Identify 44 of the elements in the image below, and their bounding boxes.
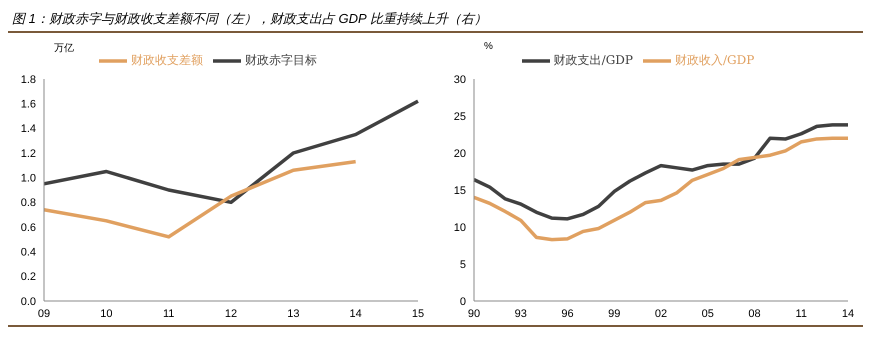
legend-label: 财政收支差额 (131, 53, 203, 68)
y-tick-label: 1.4 (20, 123, 36, 136)
x-tick-label: 99 (608, 308, 620, 320)
y-tick-label: 1.2 (20, 148, 36, 160)
line-series (472, 136, 850, 242)
y-tick-label: 25 (454, 110, 466, 123)
x-tick-label: 14 (350, 308, 362, 320)
legend-label: 财政支出/GDP (554, 53, 633, 68)
y-tick-label: 0.4 (20, 246, 36, 259)
line-series (472, 123, 850, 221)
y-tick-label: 0.0 (20, 296, 36, 308)
y-tick-label: 0 (460, 296, 466, 308)
y-axis-title: 万亿 (54, 42, 74, 55)
x-tick-label: 11 (162, 308, 174, 320)
y-tick-label: 0.6 (20, 222, 36, 234)
y-tick-label: 1.0 (20, 172, 36, 185)
y-tick-label: 15 (454, 184, 466, 197)
x-tick-label: 15 (412, 308, 424, 320)
x-tick-label: 02 (654, 308, 668, 320)
y-tick-label: 1.8 (20, 74, 36, 86)
y-tick-label: 0.2 (20, 271, 36, 284)
y-tick-label: 5 (460, 258, 466, 271)
x-tick-label: 13 (287, 308, 300, 320)
x-tick-label: 12 (224, 308, 238, 320)
line-series (42, 99, 420, 204)
y-tick-label: 1.6 (20, 98, 36, 111)
line-series (42, 160, 358, 239)
x-tick-label: 96 (561, 308, 574, 320)
chart-title: 图 1：财政赤字与财政收支差额不同（左），财政支出占 GDP 比重持续上升（右） (8, 8, 863, 33)
y-tick-label: 10 (454, 222, 466, 234)
x-tick-label: 10 (100, 308, 112, 320)
y-tick-label: 30 (454, 74, 466, 86)
x-tick-label: 11 (796, 308, 807, 320)
x-tick-label: 08 (748, 308, 761, 320)
legend-label: 财政收入/GDP (675, 53, 754, 68)
x-tick-label: 90 (468, 308, 480, 320)
legend-label: 财政赤字目标 (245, 53, 317, 68)
x-tick-label: 05 (702, 308, 714, 320)
x-tick-label: 14 (842, 308, 854, 320)
x-tick-label: 93 (514, 308, 527, 320)
y-axis-title: % (484, 41, 493, 52)
x-tick-label: 09 (38, 308, 50, 320)
y-tick-label: 0.8 (20, 197, 36, 210)
y-tick-label: 20 (454, 148, 466, 160)
